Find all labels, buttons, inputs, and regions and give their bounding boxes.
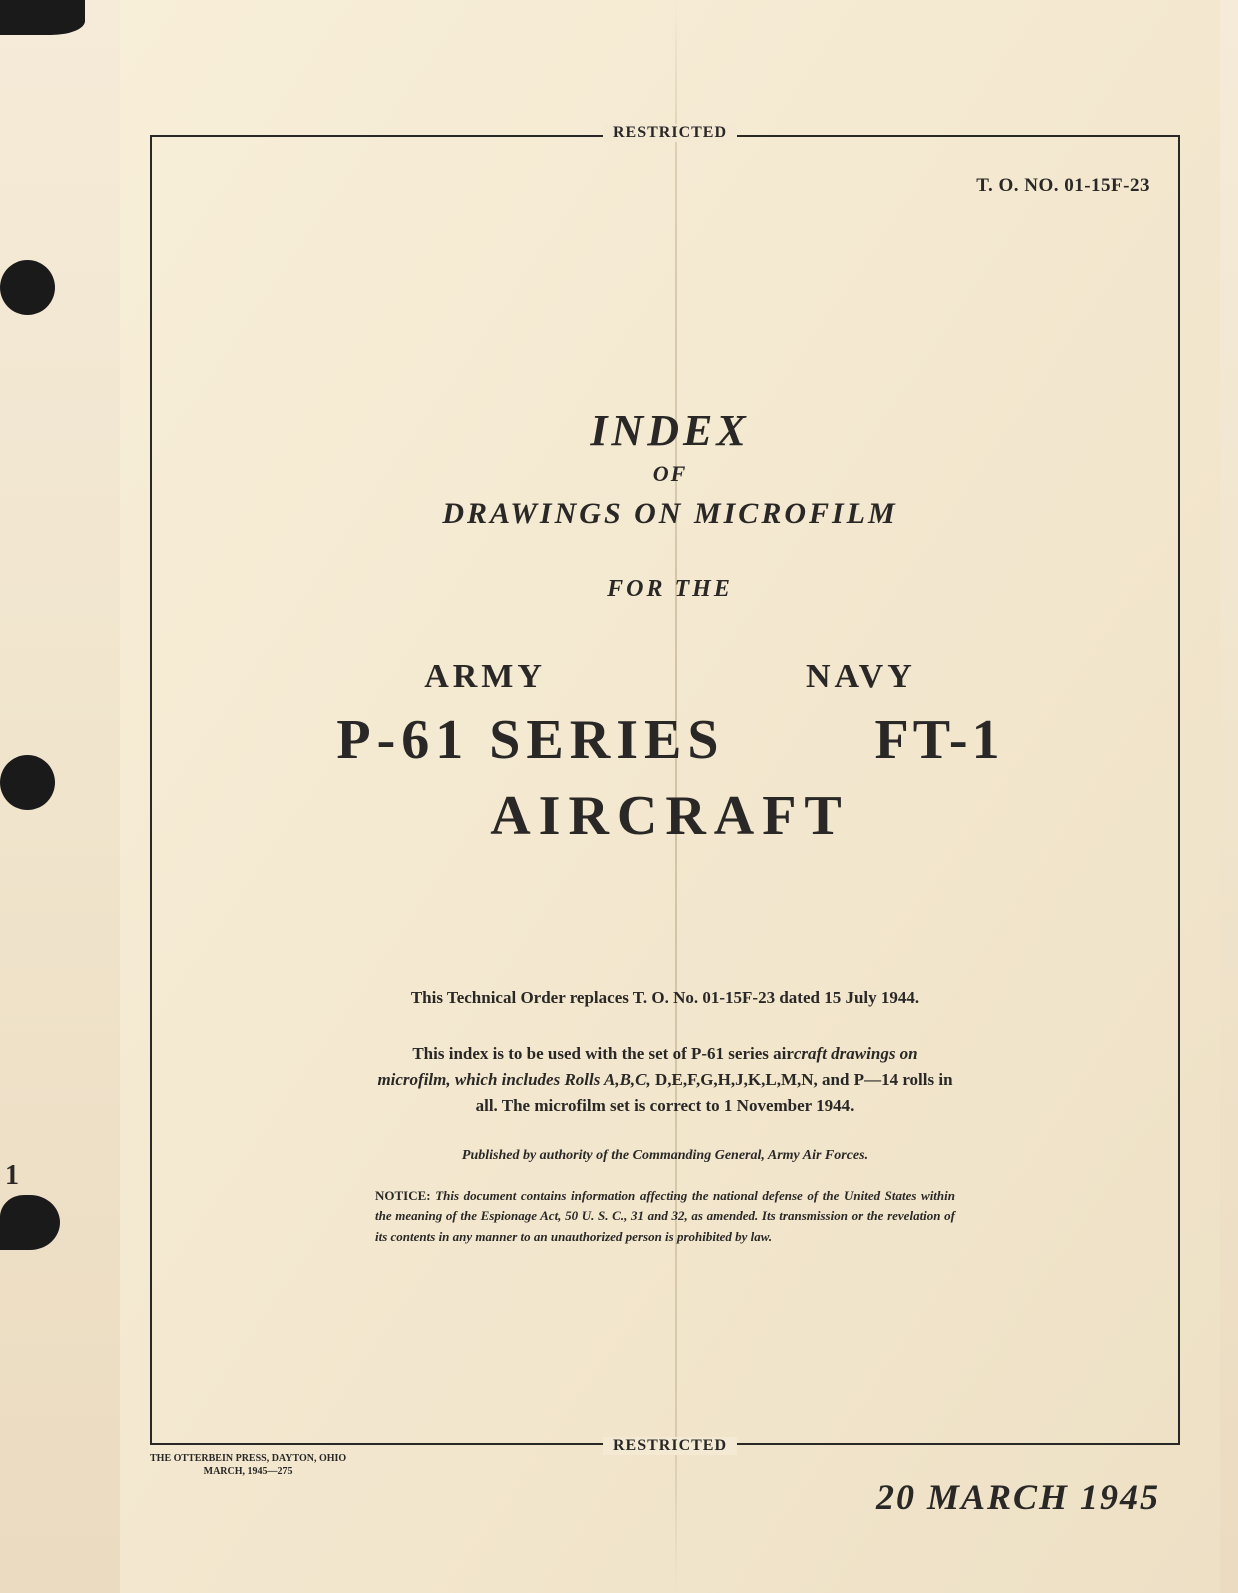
scan-artifact-top <box>0 0 85 35</box>
document-page: RESTRICTED T. O. NO. 01-15F-23 INDEX OF … <box>120 0 1220 1593</box>
printer-name: THE OTTERBEIN PRESS, DAYTON, OHIO <box>150 1452 346 1465</box>
publication-date: 20 MARCH 1945 <box>876 1476 1160 1518</box>
title-block: INDEX OF DRAWINGS ON MICROFILM FOR THE A… <box>120 405 1220 848</box>
usage-instructions: This index is to be used with the set of… <box>375 1041 955 1120</box>
aircraft-designation-row: P-61 SERIES FT-1 <box>120 708 1220 772</box>
service-branch-row: ARMY NAVY <box>120 658 1220 696</box>
punch-hole-2 <box>0 755 55 810</box>
restricted-label-top: RESTRICTED <box>603 124 737 142</box>
scan-artifact-bottom <box>0 1195 60 1250</box>
ft1-designation: FT-1 <box>875 708 1004 772</box>
title-drawings: DRAWINGS ON MICROFILM <box>120 497 1220 531</box>
army-label: ARMY <box>424 658 546 696</box>
usage-part1: This index is to be used with the set of… <box>412 1044 794 1063</box>
punch-hole-1 <box>0 260 55 315</box>
edge-number: 1 <box>5 1160 19 1192</box>
security-notice: NOTICE: This document contains informati… <box>375 1186 955 1248</box>
printer-date: MARCH, 1945—275 <box>150 1465 346 1478</box>
body-text-block: This Technical Order replaces T. O. No. … <box>375 985 955 1248</box>
replaces-notice: This Technical Order replaces T. O. No. … <box>375 985 955 1011</box>
technical-order-number: T. O. NO. 01-15F-23 <box>976 175 1150 197</box>
title-of: OF <box>120 461 1220 487</box>
title-aircraft: AIRCRAFT <box>120 784 1220 848</box>
publication-authority: Published by authority of the Commanding… <box>375 1148 955 1164</box>
notice-body: This document contains information affec… <box>375 1188 955 1245</box>
title-index: INDEX <box>120 405 1220 456</box>
printer-colophon: THE OTTERBEIN PRESS, DAYTON, OHIO MARCH,… <box>150 1452 346 1478</box>
notice-label: NOTICE: <box>375 1188 431 1203</box>
p61-designation: P-61 SERIES <box>336 708 724 772</box>
title-for-the: FOR THE <box>120 576 1220 603</box>
navy-label: NAVY <box>806 658 916 696</box>
restricted-label-bottom: RESTRICTED <box>603 1437 737 1455</box>
